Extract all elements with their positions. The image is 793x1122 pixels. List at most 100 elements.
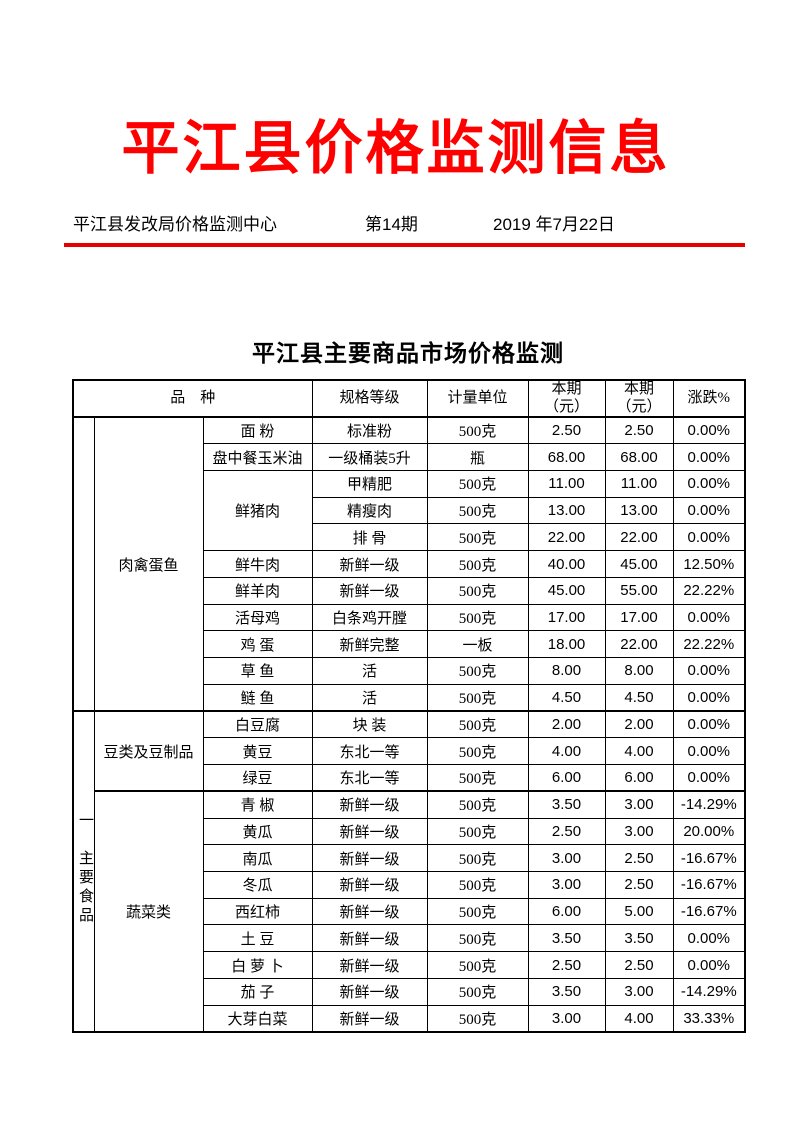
unit-cell: 500克 — [426, 523, 529, 552]
price-b-cell: 5.00 — [604, 897, 674, 926]
spec-cell: 标准粉 — [311, 416, 428, 445]
table-row: 土 豆新鲜一级 500克 3.50 3.50 0.00% — [73, 924, 746, 953]
change-cell: 33.33% — [672, 1004, 746, 1033]
col-header-change: 涨跌% — [672, 379, 746, 418]
change-cell: 22.22% — [672, 576, 746, 605]
price-b-cell: 2.50 — [604, 416, 674, 445]
unit-cell: 500克 — [426, 764, 529, 792]
item-name-cell: 西红柿 — [202, 897, 313, 926]
price-b-cell: 4.50 — [604, 683, 674, 712]
price-a-cell: 4.50 — [527, 683, 606, 712]
price-b-cell: 3.00 — [604, 977, 674, 1006]
price-b-cell: 2.00 — [604, 710, 674, 739]
change-cell: 12.50% — [672, 550, 746, 578]
group-cell: 肉禽蛋鱼 — [93, 416, 204, 712]
price-a-cell: 2.00 — [527, 710, 606, 739]
spec-cell: 新鲜一级 — [311, 1004, 428, 1033]
price-b-cell: 8.00 — [604, 657, 674, 685]
table-row: 冬瓜 新鲜一级 500克 3.00 2.50 -16.67% — [73, 870, 746, 899]
spec-cell: 排 骨 — [311, 523, 428, 552]
info-row: 平江县发改局价格监测中心 第14期 2019 年7月22日 — [73, 212, 743, 238]
table-row: 肉禽蛋鱼面 粉标准粉 500克 2.50 2.50 0.00% — [72, 416, 746, 712]
price-a-cell: 3.00 — [527, 870, 606, 899]
price-a-cell: 13.00 — [527, 496, 606, 525]
unit-cell: 500克 — [426, 657, 529, 685]
change-cell: 0.00% — [672, 710, 746, 739]
price-a-cell: 22.00 — [527, 523, 606, 552]
item-name-cell: 草 鱼 — [202, 657, 313, 685]
doc-title: 平江县价格监测信息 — [121, 116, 671, 181]
price-b-cell: 45.00 — [604, 550, 674, 578]
change-cell: -14.29% — [672, 977, 746, 1006]
price-table: 品 种 规格等级 计量单位 本期 （元） 本期 （元） 涨跌% 肉禽蛋鱼面 粉标… — [72, 379, 747, 1033]
table-title: 平江县主要商品市场价格监测 — [252, 341, 564, 366]
table-row: 草 鱼活 500克 8.00 8.00 0.00% — [73, 657, 746, 685]
item-name-cell: 白 萝 卜 — [202, 951, 313, 979]
table-row: 蔬菜类青 椒新鲜一级 500克 3.50 3.00 -14.29% — [73, 790, 746, 1033]
change-cell: 0.00% — [672, 737, 746, 766]
change-cell: -16.67% — [672, 897, 746, 926]
change-cell: -16.67% — [672, 844, 746, 872]
spec-cell: 精瘦肉 — [311, 496, 428, 525]
change-cell: 0.00% — [672, 469, 746, 498]
spec-cell: 新鲜一级 — [311, 924, 428, 953]
price-b-cell: 11.00 — [604, 469, 674, 498]
price-b-cell: 4.00 — [604, 737, 674, 766]
price-a-cell: 45.00 — [527, 576, 606, 605]
unit-cell: 500克 — [426, 576, 529, 605]
item-name-cell: 白豆腐 — [202, 710, 313, 739]
price-a-cell: 17.00 — [527, 603, 606, 632]
change-cell: 22.22% — [672, 630, 746, 659]
group-cell: 蔬菜类 — [93, 790, 204, 1033]
price-a-cell: 40.00 — [527, 550, 606, 578]
unit-cell: 500克 — [426, 603, 529, 632]
col-header-unit: 计量单位 — [426, 379, 529, 418]
table-row: 精瘦肉 500克 13.00 13.00 0.00% — [73, 496, 746, 525]
price-a-cell: 3.50 — [527, 790, 606, 819]
unit-cell: 500克 — [426, 897, 529, 926]
price-b-cell: 2.50 — [604, 870, 674, 899]
price-a-cell: 18.00 — [527, 630, 606, 659]
table-row: 一 主要食品 豆类及豆制品 白豆腐块 装 500克 2.00 2.00 0.00% — [72, 710, 746, 1033]
spec-cell: 新鲜一级 — [311, 870, 428, 899]
item-name-cell: 鲜牛肉 — [202, 550, 313, 578]
item-name-cell: 面 粉 — [202, 416, 313, 445]
price-a-cell: 3.00 — [527, 1004, 606, 1033]
item-name-cell: 鲢 鱼 — [202, 683, 313, 712]
price-b-cell: 4.00 — [604, 1004, 674, 1033]
item-name-cell: 活母鸡 — [202, 603, 313, 632]
change-cell: 0.00% — [672, 924, 746, 953]
item-name-cell: 黄豆 — [202, 737, 313, 766]
unit-cell: 500克 — [426, 737, 529, 766]
publisher-name: 平江县发改局价格监测中心 — [73, 215, 277, 234]
change-cell: 0.00% — [672, 496, 746, 525]
spec-cell: 新鲜一级 — [311, 897, 428, 926]
unit-cell: 500克 — [426, 870, 529, 899]
item-name-cell: 黄瓜 — [202, 817, 313, 846]
spec-cell: 活 — [311, 657, 428, 685]
table-row: 茄 子新鲜一级 500克 3.50 3.00 -14.29% — [73, 977, 746, 1006]
item-name-cell: 绿豆 — [202, 764, 313, 792]
spec-cell: 新鲜一级 — [311, 790, 428, 819]
spec-cell: 一级桶装5升 — [311, 443, 428, 471]
table-row: 鲢 鱼活 500克 4.50 4.50 0.00% — [73, 683, 746, 712]
unit-cell: 500克 — [426, 951, 529, 979]
item-name-cell: 鸡 蛋 — [202, 630, 313, 659]
spec-cell: 块 装 — [311, 710, 428, 739]
item-name-cell: 鲜猪肉 — [202, 469, 313, 552]
price-b-cell: 13.00 — [604, 496, 674, 525]
change-cell: 0.00% — [672, 603, 746, 632]
spec-cell: 活 — [311, 683, 428, 712]
price-b-cell: 3.00 — [604, 790, 674, 819]
unit-cell: 500克 — [426, 924, 529, 953]
unit-cell: 500克 — [426, 977, 529, 1006]
change-cell: 0.00% — [672, 416, 746, 445]
spec-cell: 新鲜一级 — [311, 977, 428, 1006]
spec-cell: 新鲜一级 — [311, 576, 428, 605]
col-header-price-a: 本期 （元） — [527, 379, 606, 418]
price-a-cell: 11.00 — [527, 469, 606, 498]
publish-date: 2019 年7月22日 — [493, 215, 615, 234]
price-b-cell: 2.50 — [604, 951, 674, 979]
unit-cell: 一板 — [426, 630, 529, 659]
